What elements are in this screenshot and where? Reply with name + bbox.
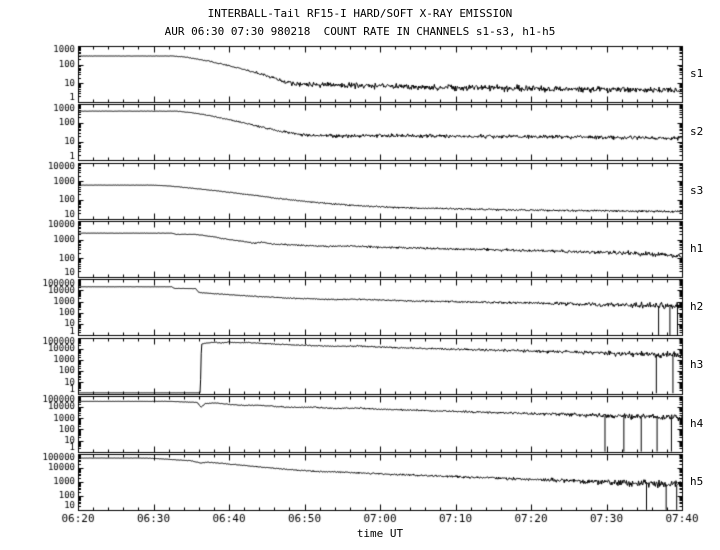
panel-label-h4: h4 [690, 417, 704, 430]
panel-label-h2: h2 [690, 300, 704, 313]
panel-label-h3: h3 [690, 358, 704, 371]
panel-label-h1: h1 [690, 242, 704, 255]
panel-label-s3: s3 [690, 184, 704, 197]
chart-title: INTERBALL-Tail RF15-I HARD/SOFT X-RAY EM… [207, 7, 513, 20]
x-axis-title: time UT [356, 527, 404, 540]
panel-label-s1: s1 [690, 67, 704, 80]
panel-label-s2: s2 [690, 125, 704, 138]
panel-label-h5: h5 [690, 475, 704, 488]
chart-subtitle: AUR 06:30 07:30 980218 COUNT RATE IN CHA… [164, 25, 556, 38]
